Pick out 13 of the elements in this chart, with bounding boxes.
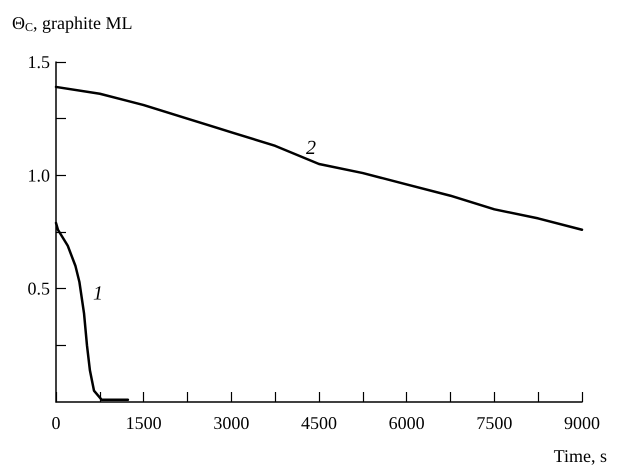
series-label: 2 [306,137,316,159]
series-label: 1 [93,282,104,305]
y-tick-label: 1.0 [28,165,50,186]
x-tick-label: 3000 [213,413,250,433]
x-tick-label: 9000 [564,413,600,433]
x-tick-label: 4500 [301,413,337,433]
x-tick-label: 1500 [126,413,162,433]
x-tick-label: 7500 [476,413,512,433]
y-tick-label: 0.5 [28,278,50,299]
x-tick-label: 6000 [388,413,425,433]
x-axis-title: Time, s [554,446,607,467]
y-tick-label: 1.5 [28,52,50,72]
x-tick-label: 0 [52,413,60,433]
